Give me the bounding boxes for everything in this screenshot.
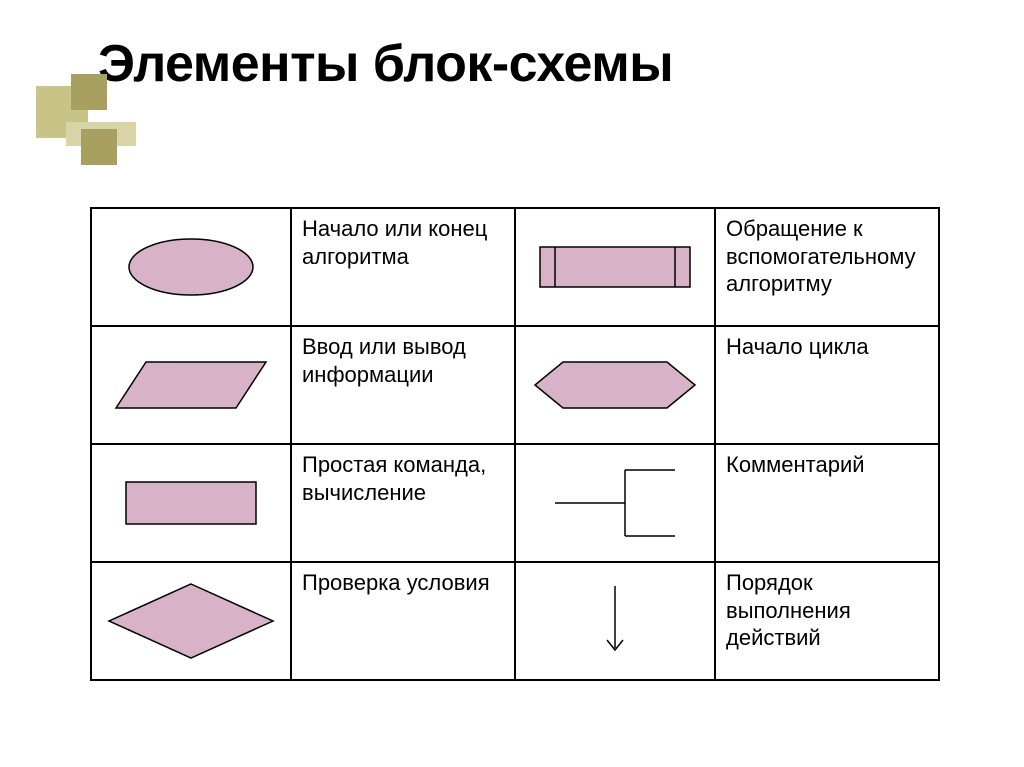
table-row: Проверка условия Порядок выполнения дейс…	[91, 562, 939, 680]
shape-parallelogram	[91, 326, 291, 444]
table-row: Простая команда, вычисление Комментарий	[91, 444, 939, 562]
table-row: Ввод или вывод информации Начало цикла	[91, 326, 939, 444]
shape-rhombus	[91, 562, 291, 680]
desc-cell: Начало или конец алгоритма	[291, 208, 515, 326]
shape-comment-bracket	[515, 444, 715, 562]
shape-rectangle	[91, 444, 291, 562]
desc-cell: Комментарий	[715, 444, 939, 562]
elements-table: Начало или конец алгоритма Обращение к в…	[90, 207, 938, 681]
desc-cell: Порядок выполнения действий	[715, 562, 939, 680]
page-title: Элементы блок-схемы	[98, 34, 673, 94]
shape-subroutine	[515, 208, 715, 326]
shape-arrow-down	[515, 562, 715, 680]
desc-cell: Проверка условия	[291, 562, 515, 680]
desc-cell: Ввод или вывод информации	[291, 326, 515, 444]
desc-cell: Начало цикла	[715, 326, 939, 444]
desc-cell: Простая команда, вычисление	[291, 444, 515, 562]
desc-cell: Обращение к вспомогательному алгоритму	[715, 208, 939, 326]
shape-ellipse	[91, 208, 291, 326]
page: Элементы блок-схемы Начало или конец алг…	[0, 0, 1024, 767]
table-row: Начало или конец алгоритма Обращение к в…	[91, 208, 939, 326]
shape-hexagon	[515, 326, 715, 444]
decorative-squares	[36, 74, 156, 174]
